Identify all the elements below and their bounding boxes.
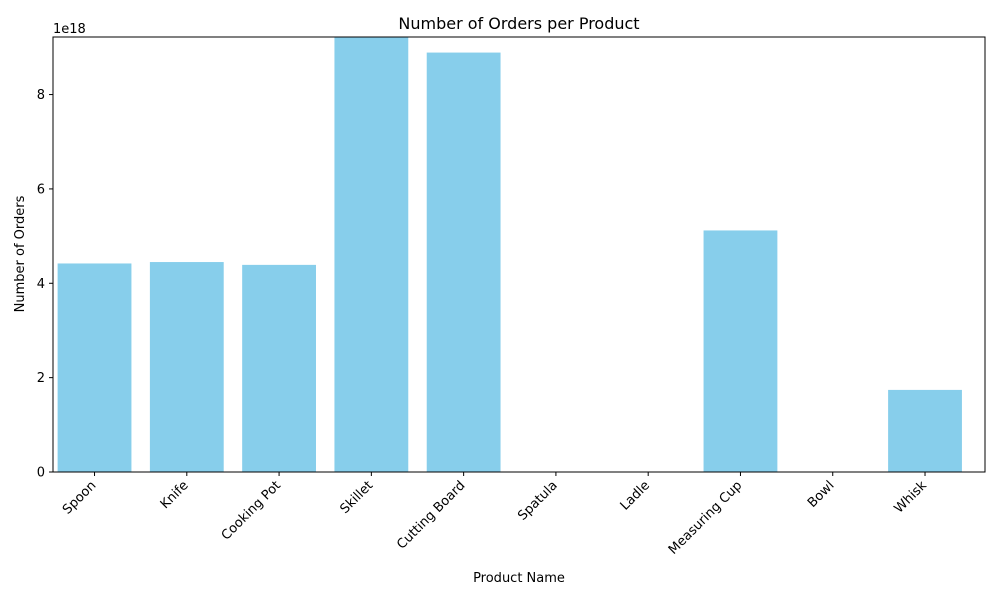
x-tick-label: Whisk (892, 478, 931, 517)
x-axis-ticks: Spoon Knife Cooking Pot Skillet Cutting Boar… (60, 472, 930, 558)
y-tick-label: 6 (37, 182, 45, 197)
x-tick-label: Measuring Cup (666, 478, 745, 557)
x-tick-label: Spatula (515, 478, 561, 524)
x-tick-label: Cooking Pot (219, 478, 284, 543)
y-tick-label: 4 (37, 277, 45, 292)
bar-whisk (888, 389, 962, 472)
x-tick-label: Knife (158, 478, 192, 512)
bar-cooking-pot (242, 264, 316, 472)
bar-spoon (57, 263, 132, 472)
plot-frame (52, 36, 986, 473)
x-axis-label: Product Name (473, 571, 565, 586)
y-axis-scale-label: 1e18 (53, 22, 86, 37)
bar-measuring-cup (703, 230, 778, 472)
x-tick-label: Cutting Board (394, 478, 468, 552)
bar-knife (149, 262, 224, 472)
chart-title: Number of Orders per Product (398, 14, 639, 33)
y-tick-label: 2 (37, 371, 45, 386)
bars-group (57, 37, 962, 472)
y-axis-label: Number of Orders (13, 195, 28, 312)
bar-skillet (334, 37, 409, 472)
x-tick-label: Spoon (60, 478, 99, 517)
bar-cutting-board (426, 52, 501, 472)
x-tick-label: Skillet (337, 478, 376, 517)
y-tick-label: 8 (37, 88, 45, 103)
x-tick-label: Bowl (805, 478, 838, 511)
x-tick-label: Ladle (618, 478, 653, 513)
y-tick-label: 0 (37, 466, 45, 481)
y-axis-ticks: 0 2 4 6 8 (37, 88, 53, 481)
